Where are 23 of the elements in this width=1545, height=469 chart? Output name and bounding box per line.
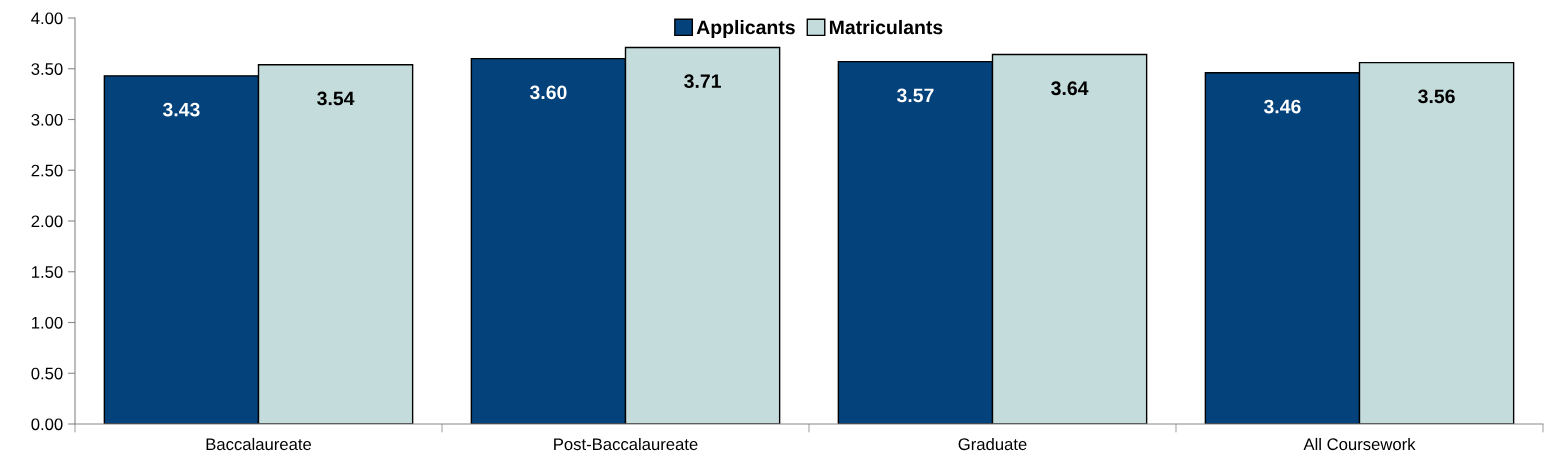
data-label: 3.56 [1418, 89, 1455, 104]
y-tick-label: 4.00 [31, 12, 63, 25]
x-tick-label: Graduate [958, 437, 1027, 451]
data-label: 3.46 [1263, 99, 1301, 114]
y-tick-label: 3.00 [31, 113, 63, 126]
data-label: 3.64 [1051, 81, 1089, 96]
y-tick-label: 1.00 [32, 316, 63, 329]
data-label: 3.71 [684, 74, 721, 89]
x-tick-label: Baccalaureate [206, 437, 312, 451]
y-tick-label: 2.50 [31, 164, 63, 177]
y-tick-label: 0.00 [31, 418, 63, 431]
x-tick-label: All Coursework [1303, 437, 1416, 451]
y-tick-label: 0.50 [31, 367, 63, 380]
legend-label: Applicants [696, 19, 795, 39]
y-tick-label: 3.50 [31, 63, 63, 75]
x-tick-label: Post-Baccalaureate [554, 437, 698, 451]
legend-label: Matriculants [829, 19, 943, 35]
y-tick-label: 1.50 [32, 266, 63, 278]
data-label: 3.54 [317, 91, 355, 106]
data-label: 3.60 [529, 85, 567, 100]
data-label: 3.43 [162, 102, 200, 117]
y-tick-label: 2.00 [31, 215, 63, 228]
data-label: 3.57 [896, 88, 934, 103]
